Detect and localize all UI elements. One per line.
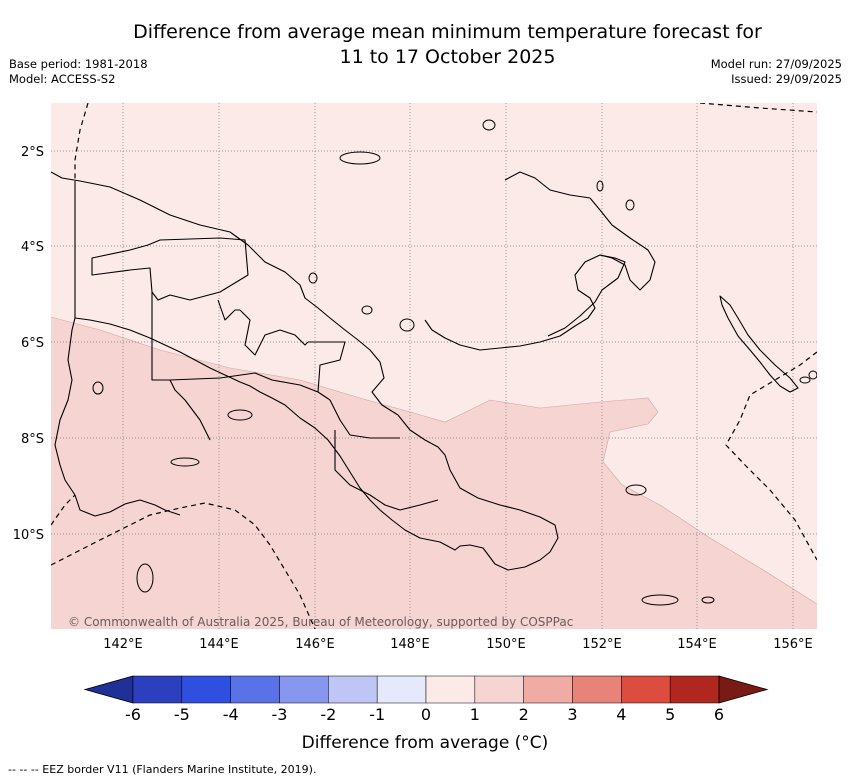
manus-island (339, 151, 381, 165)
coastlines (51, 171, 799, 571)
colorbar-tick--3: -3 (272, 705, 288, 724)
fly-delta (170, 457, 200, 467)
base-period: Base period: 1981-2018 (9, 57, 148, 71)
colorbar-box-3 (572, 675, 622, 704)
colorbar-tick-3: 3 (567, 705, 577, 724)
new-guinea-coast (51, 171, 559, 571)
colorbar-box--1 (376, 675, 427, 704)
lon-label-154e: 154°E (677, 637, 717, 652)
colorbar-box--6 (132, 675, 183, 704)
lat-label-4s: 4°S (21, 240, 44, 255)
colorbar-tick-2: 2 (519, 705, 529, 724)
cape-york-tip (136, 563, 154, 593)
eez-north (699, 103, 817, 113)
lat-label-8s: 8°S (21, 432, 44, 447)
meta-right: Model run: 27/09/2025 Issued: 29/09/2025 (711, 57, 842, 87)
south-coast (54, 317, 181, 517)
colorbar-box-1 (474, 675, 524, 704)
colorbar-extend-high (718, 675, 769, 704)
river-marsh (227, 409, 253, 421)
colorbar-box-5 (669, 675, 720, 704)
mussau-island (482, 119, 496, 131)
eez-east (725, 351, 817, 561)
frederik-island (92, 381, 104, 395)
meta-left: Base period: 1981-2018 Model: ACCESS-S2 (9, 57, 148, 87)
lat-label-10s: 10°S (13, 528, 44, 543)
colorbar-tick--1: -1 (369, 705, 385, 724)
island-east-1 (625, 199, 635, 211)
province-borders (91, 237, 439, 511)
title-line-2: 11 to 17 October 2025 (339, 46, 556, 68)
bougainville-tip (799, 376, 811, 384)
colorbar-tick--5: -5 (174, 705, 190, 724)
island-east-2 (596, 180, 604, 192)
colorbar-box-2 (523, 675, 573, 704)
karkar-island (308, 272, 318, 284)
long-island (361, 305, 373, 315)
rossel-island (701, 596, 715, 604)
band-1-2 (51, 317, 817, 629)
model-name: Model: ACCESS-S2 (9, 72, 116, 86)
buka-island (808, 370, 817, 380)
colorbar-label: Difference from average (°C) (301, 733, 549, 753)
lon-label-148e: 148°E (390, 637, 430, 652)
colorbar-tick--4: -4 (223, 705, 239, 724)
lon-label-146e: 146°E (295, 637, 335, 652)
lat-label-2s: 2°S (21, 145, 44, 160)
gridlines (51, 103, 817, 629)
title-line-1: Difference from average mean minimum tem… (133, 21, 762, 43)
umboi-island (399, 318, 415, 332)
sudest-island (641, 594, 679, 606)
colorbar-tick-6: 6 (714, 705, 724, 724)
colorbar-tick-0: 0 (421, 705, 431, 724)
new-ireland-coast (719, 295, 799, 393)
lon-label-142e: 142°E (103, 637, 143, 652)
colorbar-tick--2: -2 (320, 705, 336, 724)
lon-label-156e: 156°E (773, 637, 813, 652)
colorbar-tick-5: 5 (665, 705, 675, 724)
colorbar-tick-4: 4 (616, 705, 626, 724)
new-britain-coast (504, 171, 656, 291)
band-contour (51, 316, 817, 605)
eez-borders (51, 103, 817, 629)
woodlark-island (625, 484, 647, 496)
lat-label-6s: 6°S (21, 336, 44, 351)
eez-footnote: -- -- -- EEZ border V11 (Flanders Marine… (8, 763, 317, 776)
model-run: Model run: 27/09/2025 (710, 57, 842, 71)
lat-axis: 2°S 4°S 6°S 8°S 10°S (13, 145, 44, 543)
colorbar-tick-1: 1 (470, 705, 480, 724)
chart-title: Difference from average mean minimum tem… (60, 20, 835, 70)
colorbar-tick--6: -6 (125, 705, 141, 724)
colorbar-box--5 (181, 675, 231, 704)
colorbar: -6 -5 -4 -3 -2 -1 0 1 2 3 4 5 6 (83, 675, 769, 724)
huon-gulf-coast (424, 254, 626, 351)
colorbar-box-4 (621, 675, 671, 704)
issued-date: Issued: 29/09/2025 (731, 72, 842, 86)
colorbar-box--3 (279, 675, 329, 704)
map-credit: © Commonwealth of Australia 2025, Bureau… (68, 615, 573, 629)
colorbar-box-0 (425, 675, 476, 704)
lon-label-152e: 152°E (582, 637, 622, 652)
colorbar-box--4 (230, 675, 280, 704)
lon-label-144e: 144°E (199, 637, 239, 652)
colorbar-box--2 (328, 675, 378, 704)
lon-axis: 142°E 144°E 146°E 148°E 150°E 152°E 154°… (103, 637, 813, 652)
map-area: © Commonwealth of Australia 2025, Bureau… (51, 103, 817, 629)
eez-south (51, 502, 316, 629)
lon-label-150e: 150°E (486, 637, 526, 652)
colorbar-extend-low (83, 675, 134, 704)
islands (92, 119, 817, 606)
